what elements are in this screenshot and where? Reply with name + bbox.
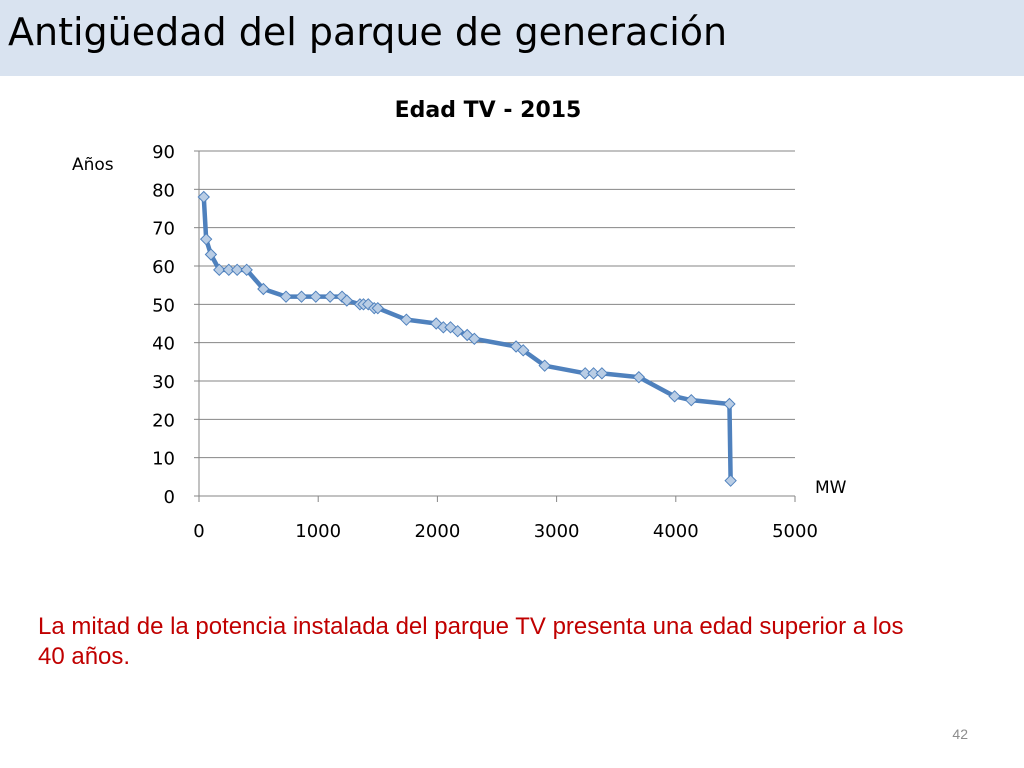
- y-tick-label: 90: [152, 142, 175, 163]
- data-point-marker: [579, 367, 592, 380]
- page-number: 42: [952, 726, 968, 742]
- data-point-marker: [323, 290, 337, 303]
- data-point-marker: [197, 190, 210, 204]
- y-tick-label: 10: [152, 449, 175, 470]
- x-tick-label: 4000: [653, 521, 699, 542]
- data-point-marker: [724, 474, 737, 487]
- data-point-marker: [538, 359, 551, 372]
- x-tick-label: 5000: [772, 521, 818, 542]
- slide-title: Antigüedad del parque de generación: [8, 10, 728, 54]
- data-point-marker: [723, 397, 736, 411]
- y-tick-label: 30: [152, 372, 175, 393]
- data-point-marker: [595, 367, 609, 380]
- data-point-marker: [230, 263, 244, 277]
- data-point-marker: [222, 263, 236, 277]
- x-tick-label: 3000: [534, 521, 580, 542]
- data-point-marker: [340, 294, 354, 307]
- data-point-marker: [279, 290, 293, 303]
- data-point-marker: [517, 344, 530, 357]
- data-point-marker: [451, 324, 464, 338]
- x-tick-label: 2000: [414, 521, 460, 542]
- y-tick-label: 50: [152, 295, 175, 316]
- data-point-marker: [213, 263, 226, 277]
- data-point-marker: [257, 282, 270, 296]
- data-point-marker: [632, 370, 646, 384]
- chart-title: Edad TV - 2015: [395, 98, 582, 123]
- data-point-marker: [240, 263, 253, 277]
- data-point-marker: [371, 301, 385, 315]
- data-point-marker: [668, 390, 681, 403]
- data-point-marker: [400, 313, 413, 326]
- data-point-marker: [199, 232, 213, 246]
- data-point-marker: [468, 332, 481, 346]
- y-tick-label: 80: [152, 180, 175, 201]
- y-tick-label: 70: [152, 219, 175, 240]
- y-tick-label: 60: [152, 257, 175, 278]
- y-tick-label: 0: [164, 487, 175, 508]
- y-tick-label: 20: [152, 410, 175, 431]
- y-axis-label: Años: [72, 155, 114, 175]
- data-point-marker: [295, 290, 308, 303]
- x-tick-label: 1000: [295, 521, 341, 542]
- data-point-marker: [685, 393, 698, 407]
- y-tick-label: 40: [152, 334, 175, 355]
- title-bar: Antigüedad del parque de generación: [0, 0, 1024, 76]
- conclusion-note: La mitad de la potencia instalada del pa…: [38, 613, 904, 670]
- data-point-marker: [204, 248, 218, 261]
- data-point-marker: [309, 290, 323, 303]
- data-point-marker: [587, 367, 600, 380]
- x-axis-label: MW: [815, 478, 847, 498]
- x-tick-label: 0: [193, 521, 204, 542]
